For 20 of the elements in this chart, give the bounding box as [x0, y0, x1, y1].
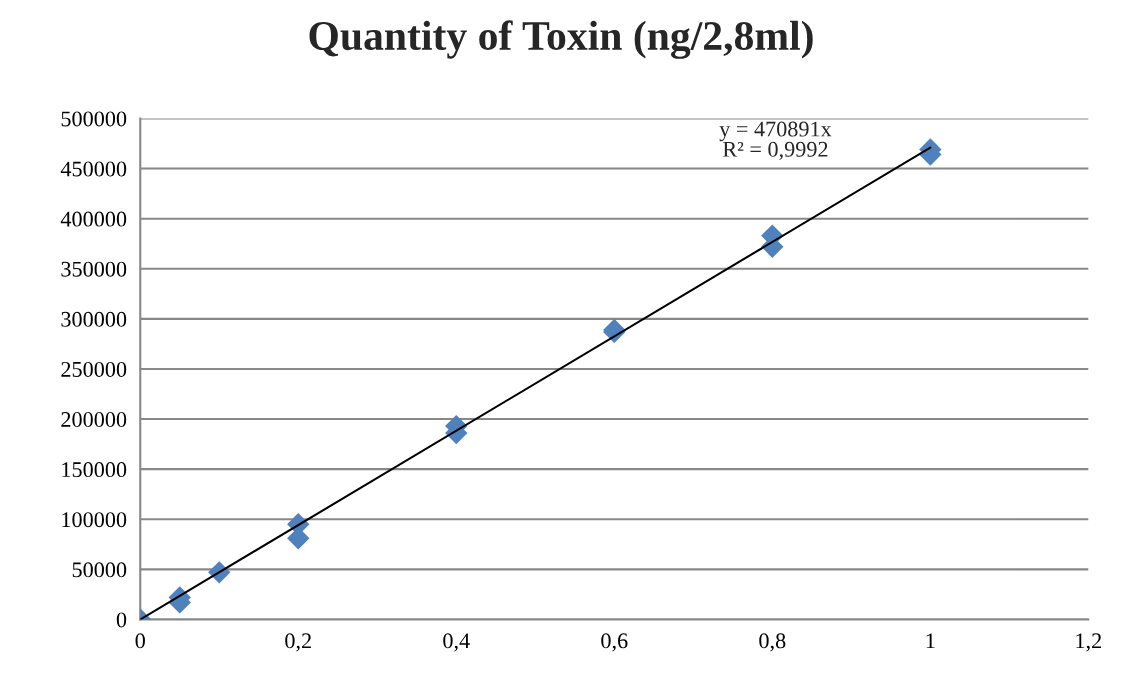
y-tick-label: 300000	[61, 311, 127, 327]
y-tick-label: 250000	[61, 361, 127, 377]
x-tick-label: 0,6	[601, 633, 628, 652]
y-tick-label: 450000	[60, 161, 127, 177]
y-tick-label: 50000	[72, 562, 127, 578]
x-tick-label: 0,2	[285, 633, 311, 652]
x-tick-label: 0	[135, 633, 145, 649]
y-tick-label: 400000	[60, 211, 127, 227]
x-tick-label: 1,2	[1076, 633, 1101, 652]
chart-title: Quantity of Toxin (ng/2,8ml)	[309, 20, 813, 59]
x-tick-label: 1	[926, 633, 935, 649]
y-tick-label: 500000	[61, 111, 127, 127]
y-tick-label: 350000	[61, 261, 127, 277]
y-tick-label: 0	[116, 612, 127, 628]
x-tick-label: 0,8	[759, 633, 786, 652]
annotation: y = 470891x R² = 0,9992	[719, 121, 832, 160]
y-tick-label: 150000	[62, 462, 127, 478]
y-tick-label: 100000	[62, 512, 127, 528]
y-tick-label: 200000	[61, 412, 127, 427]
x-tick-label: 0,4	[443, 633, 470, 652]
